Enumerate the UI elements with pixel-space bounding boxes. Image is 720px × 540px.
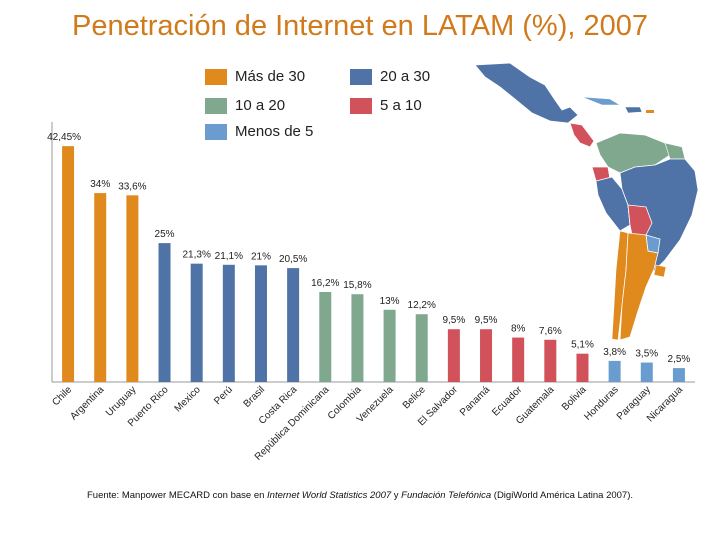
bar-paraguay bbox=[640, 362, 653, 382]
map-puerto-rico bbox=[646, 110, 654, 113]
legend-item-5-a-10: 5 a 10 bbox=[350, 97, 422, 114]
category-label: Perú bbox=[212, 384, 235, 407]
legend-label: 20 a 30 bbox=[380, 68, 431, 85]
bar-argentina bbox=[94, 193, 107, 382]
legend: Más de 30 20 a 30 10 a 20 5 a 10 Menos d… bbox=[205, 68, 465, 148]
map-central-america bbox=[569, 122, 595, 148]
source-note: Fuente: Manpower MECARD con base en Inte… bbox=[0, 490, 720, 501]
legend-swatch bbox=[205, 68, 227, 85]
legend-swatch bbox=[350, 97, 372, 114]
bar-venezuela bbox=[383, 309, 396, 382]
category-label: Chile bbox=[50, 384, 74, 408]
latam-map bbox=[474, 62, 699, 341]
category-label: Argentina bbox=[68, 384, 106, 422]
legend-label: 10 a 20 bbox=[235, 97, 286, 114]
value-label: 13% bbox=[380, 296, 400, 307]
value-label: 9,5% bbox=[475, 315, 498, 326]
value-label: 33,6% bbox=[118, 181, 146, 192]
legend-item-menos-de-5: Menos de 5 bbox=[205, 123, 313, 140]
source-italic-2: Fundación Telefónica bbox=[401, 490, 492, 501]
value-label: 21,3% bbox=[182, 250, 210, 261]
category-label: Belice bbox=[401, 384, 428, 411]
bar-nicaragua bbox=[672, 368, 685, 382]
source-italic-1: Internet World Statistics 2007 bbox=[267, 490, 392, 501]
bar-puerto-rico bbox=[158, 243, 171, 382]
bar-bolivia bbox=[576, 353, 589, 382]
chart-title: Penetración de Internet en LATAM (%), 20… bbox=[71, 10, 649, 42]
legend-label: 5 a 10 bbox=[380, 97, 422, 114]
map-hispaniola bbox=[624, 106, 643, 114]
value-label: 3,8% bbox=[603, 347, 626, 358]
bar-el-salvador bbox=[447, 329, 460, 382]
legend-item-mas-de-30: Más de 30 bbox=[205, 68, 305, 85]
bar-chile bbox=[62, 146, 75, 382]
map-uruguay bbox=[653, 264, 667, 278]
bar-guatemala bbox=[544, 339, 557, 382]
bar-panamá bbox=[480, 329, 493, 382]
bar-perú bbox=[222, 264, 235, 382]
value-label: 34% bbox=[90, 179, 110, 190]
source-prefix: Fuente: Manpower MECARD con base en bbox=[86, 490, 268, 501]
value-label: 21% bbox=[251, 251, 271, 262]
value-label: 12,2% bbox=[408, 300, 436, 311]
category-label: Bolivia bbox=[560, 384, 589, 413]
bar-colombia bbox=[351, 294, 364, 382]
category-label: Mexico bbox=[173, 384, 203, 414]
legend-swatch bbox=[205, 123, 227, 140]
bar-uruguay bbox=[126, 195, 139, 382]
bar-ecuador bbox=[512, 337, 525, 382]
value-label: 8% bbox=[511, 324, 526, 335]
bar-mexico bbox=[190, 263, 203, 382]
bar-costa-rica bbox=[287, 268, 300, 382]
bar-brasil bbox=[254, 265, 267, 382]
value-label: 15,8% bbox=[343, 280, 371, 291]
value-label: 7,6% bbox=[539, 326, 562, 337]
legend-label: Menos de 5 bbox=[235, 123, 314, 140]
category-label: Brasil bbox=[242, 384, 267, 409]
value-label: 3,5% bbox=[635, 349, 658, 360]
legend-swatch bbox=[350, 68, 372, 85]
source-suffix: (DigiWorld América Latina 2007). bbox=[491, 490, 634, 501]
value-label: 21,1% bbox=[215, 251, 243, 262]
value-label: 42,45% bbox=[47, 132, 81, 143]
bar-honduras bbox=[608, 360, 621, 382]
map-mexico bbox=[474, 62, 579, 124]
bar-belice bbox=[415, 314, 428, 382]
value-label: 5,1% bbox=[571, 340, 594, 351]
value-label: 25% bbox=[155, 229, 175, 240]
value-label: 2,5% bbox=[668, 354, 691, 365]
map-argentina bbox=[619, 232, 659, 341]
category-label: Nicaragua bbox=[645, 384, 685, 424]
category-label: Honduras bbox=[582, 384, 620, 422]
category-label: Panamá bbox=[458, 384, 492, 418]
legend-item-10-a-20: 10 a 20 bbox=[205, 97, 285, 114]
value-label: 20,5% bbox=[279, 254, 307, 265]
legend-item-20-a-30: 20 a 30 bbox=[350, 68, 430, 85]
legend-swatch bbox=[205, 97, 227, 114]
legend-label: Más de 30 bbox=[235, 68, 306, 85]
value-label: 9,5% bbox=[442, 315, 465, 326]
bar-república-dominicana bbox=[319, 292, 332, 382]
value-label: 16,2% bbox=[311, 278, 339, 289]
source-mid: y bbox=[391, 490, 402, 501]
map-cuba bbox=[581, 96, 622, 106]
